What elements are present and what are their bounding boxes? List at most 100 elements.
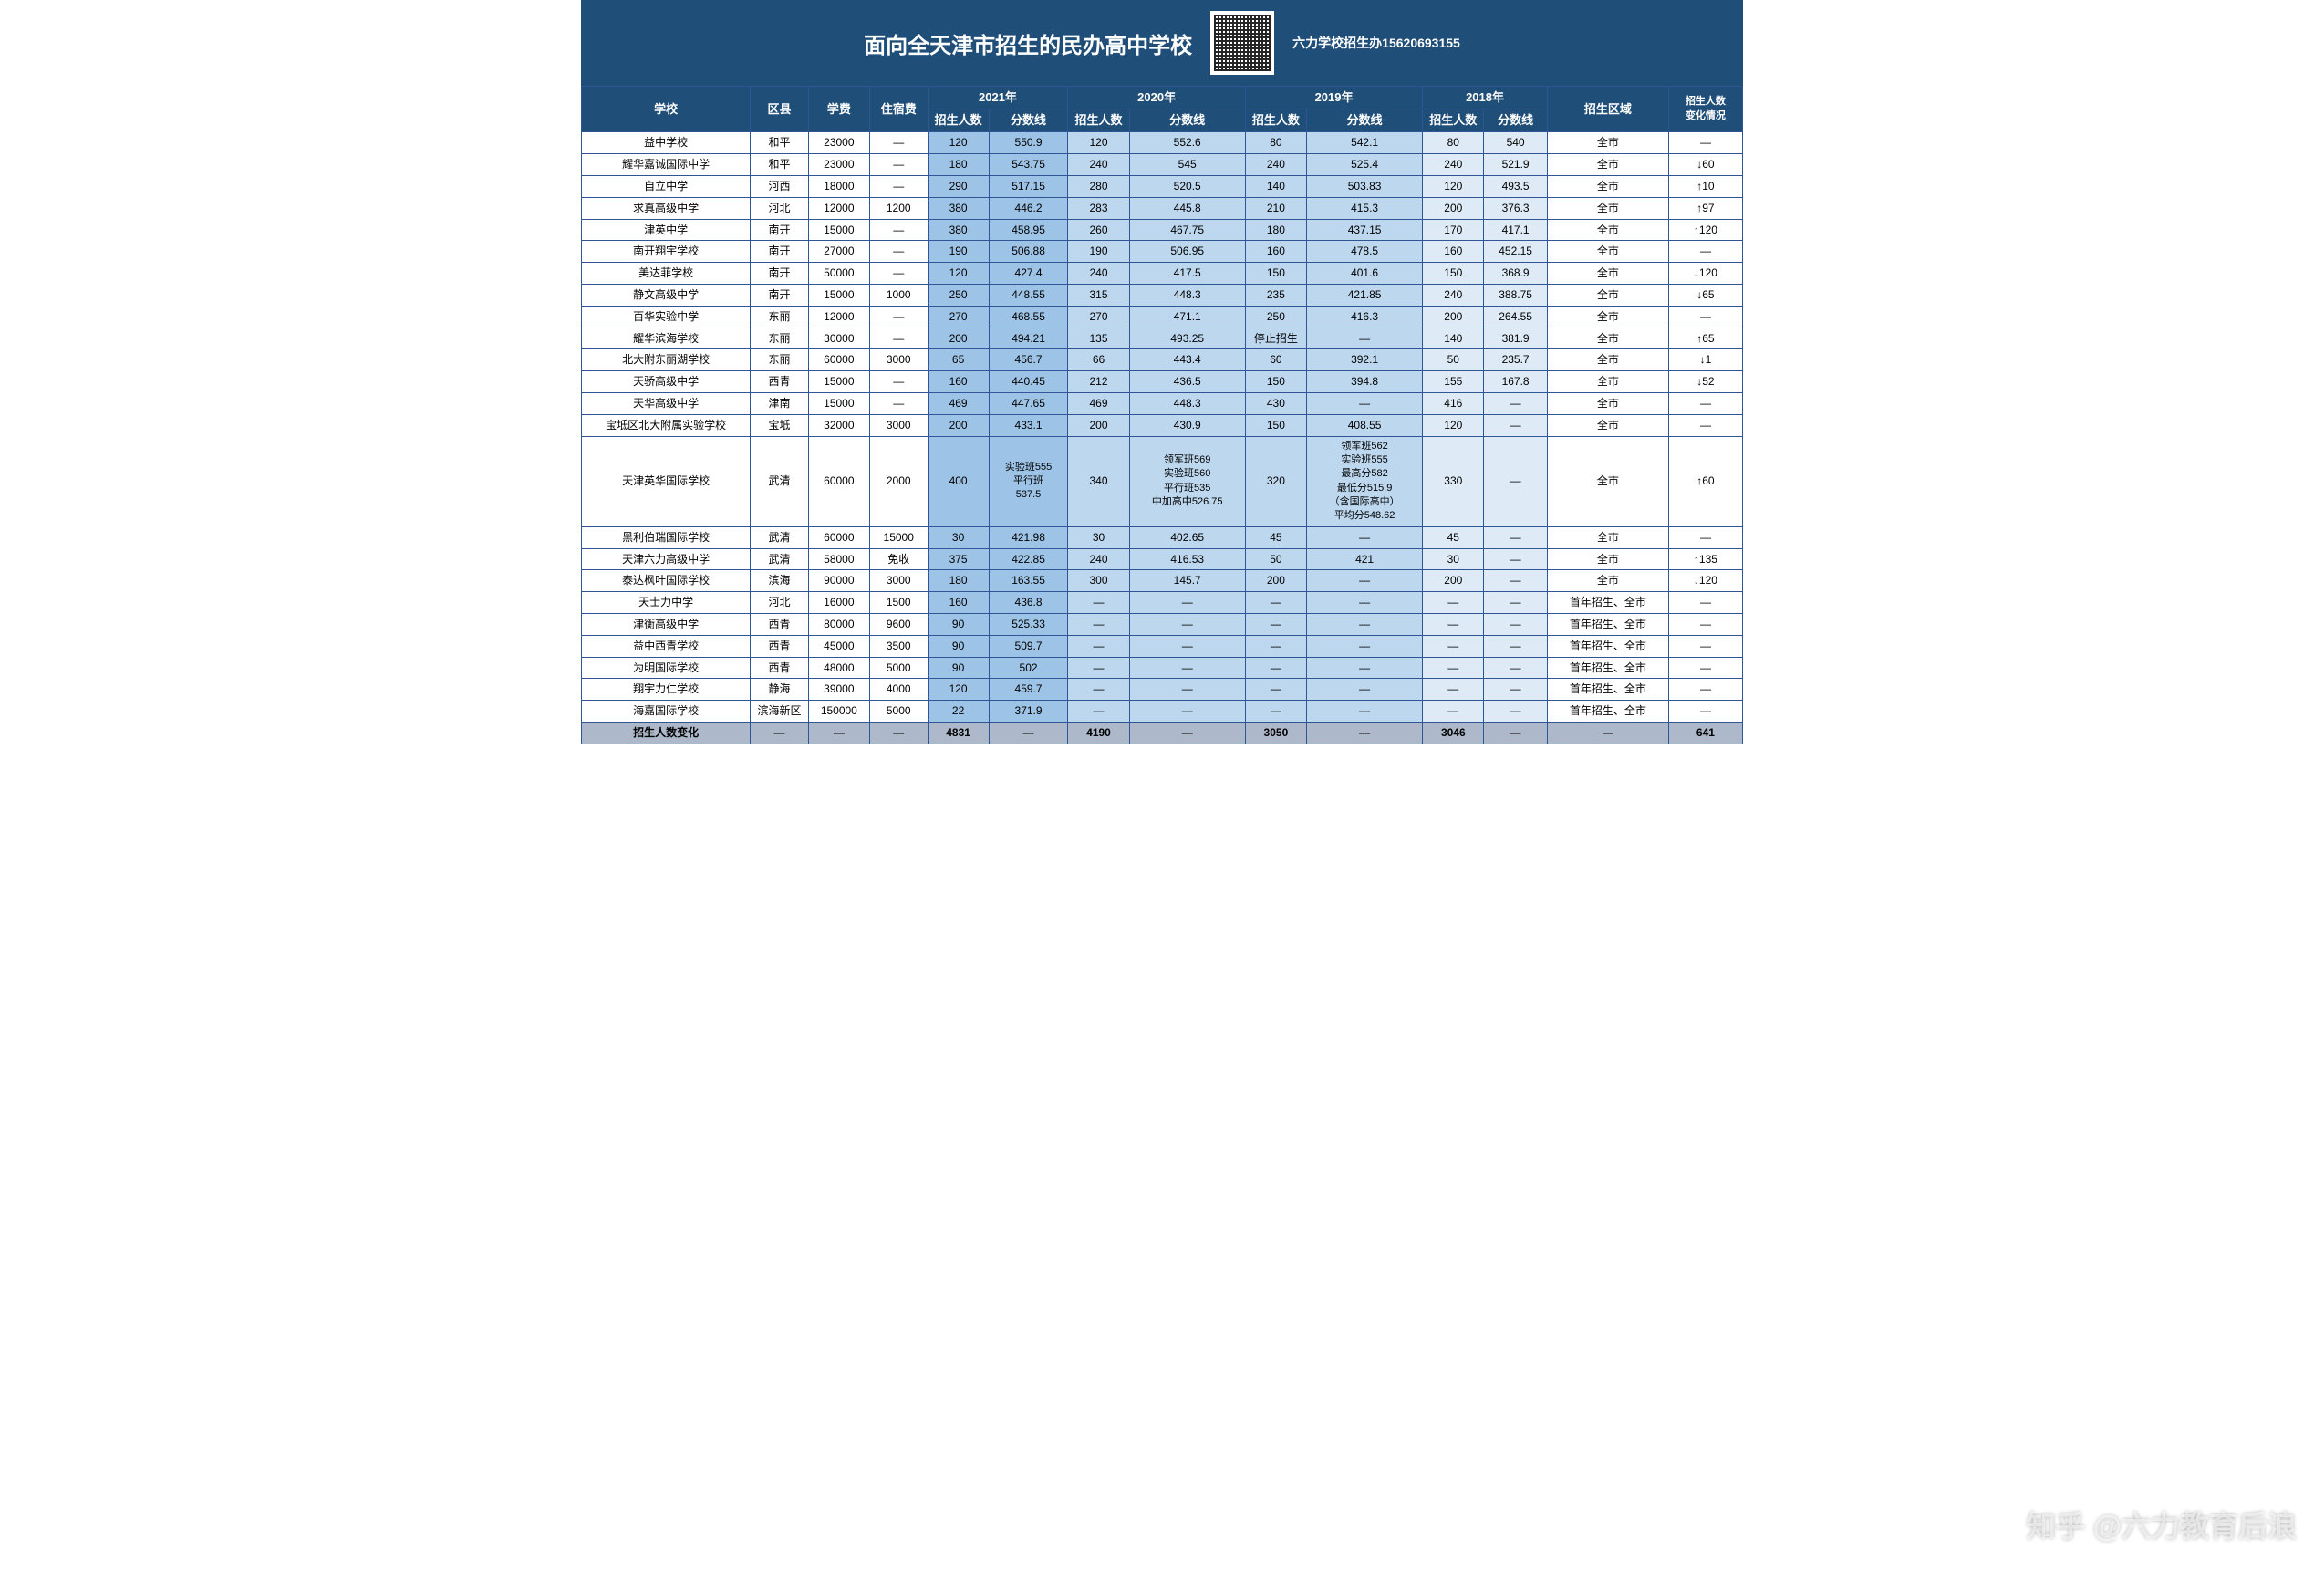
cell-tuition: 50000 <box>808 263 869 285</box>
cell-dorm: — <box>869 723 928 744</box>
table-row: 益中西青学校西青45000350090509.7——————首年招生、全市— <box>582 635 1743 657</box>
cell-change: ↓1 <box>1668 349 1742 371</box>
cell-e18: 170 <box>1423 219 1484 241</box>
cell-dorm: 1000 <box>869 284 928 306</box>
cell-e19: — <box>1245 679 1306 701</box>
cell-school: 美达菲学校 <box>582 263 751 285</box>
cell-school: 天津英华国际学校 <box>582 436 751 526</box>
cell-e21: 90 <box>928 657 989 679</box>
cell-e18: — <box>1423 635 1484 657</box>
cell-e20: — <box>1068 701 1129 723</box>
cell-s19: 478.5 <box>1306 241 1422 263</box>
cell-s18: 376.3 <box>1484 197 1547 219</box>
cell-s20: 552.6 <box>1129 132 1245 154</box>
cell-change: 641 <box>1668 723 1742 744</box>
sub-score-19: 分数线 <box>1306 109 1422 132</box>
cell-district: 河北 <box>751 592 809 614</box>
cell-s21: 459.7 <box>989 679 1068 701</box>
cell-district: 西青 <box>751 657 809 679</box>
table-row: 耀华滨海学校东丽30000—200494.21135493.25停止招生—140… <box>582 328 1743 349</box>
cell-e21: 180 <box>928 154 989 176</box>
cell-s19: — <box>1306 328 1422 349</box>
cell-region: 全市 <box>1547 219 1668 241</box>
cell-s21: 494.21 <box>989 328 1068 349</box>
cell-region: 全市 <box>1547 154 1668 176</box>
cell-region: 全市 <box>1547 197 1668 219</box>
cell-s19: 415.3 <box>1306 197 1422 219</box>
cell-s19: 394.8 <box>1306 371 1422 393</box>
cell-change: — <box>1668 701 1742 723</box>
cell-tuition: 90000 <box>808 570 869 592</box>
cell-dorm: 3000 <box>869 414 928 436</box>
cell-district: 宝坻 <box>751 414 809 436</box>
cell-tuition: 48000 <box>808 657 869 679</box>
cell-s20: — <box>1129 679 1245 701</box>
cell-e20: 300 <box>1068 570 1129 592</box>
cell-s20: 145.7 <box>1129 570 1245 592</box>
cell-e19: 430 <box>1245 392 1306 414</box>
sub-score-20: 分数线 <box>1129 109 1245 132</box>
cell-change: ↑97 <box>1668 197 1742 219</box>
cell-e20: 469 <box>1068 392 1129 414</box>
cell-region: 全市 <box>1547 436 1668 526</box>
cell-e19: 150 <box>1245 414 1306 436</box>
cell-e19: 235 <box>1245 284 1306 306</box>
cell-tuition: 45000 <box>808 635 869 657</box>
cell-change: — <box>1668 392 1742 414</box>
schools-table: 学校 区县 学费 住宿费 2021年 2020年 2019年 2018年 招生区… <box>581 86 1743 744</box>
cell-e21: 380 <box>928 197 989 219</box>
cell-s20: 416.53 <box>1129 548 1245 570</box>
cell-change: ↓120 <box>1668 570 1742 592</box>
cell-e19: 240 <box>1245 154 1306 176</box>
cell-school: 天骄高级中学 <box>582 371 751 393</box>
cell-region: 首年招生、全市 <box>1547 679 1668 701</box>
cell-s20: — <box>1129 635 1245 657</box>
cell-s20: — <box>1129 614 1245 636</box>
cell-s21: 517.15 <box>989 175 1068 197</box>
cell-s21: 163.55 <box>989 570 1068 592</box>
cell-s20: 417.5 <box>1129 263 1245 285</box>
cell-s18: 452.15 <box>1484 241 1547 263</box>
cell-school: 自立中学 <box>582 175 751 197</box>
sub-enroll-21: 招生人数 <box>928 109 989 132</box>
cell-change: — <box>1668 592 1742 614</box>
cell-e19: — <box>1245 635 1306 657</box>
col-tuition: 学费 <box>808 87 869 132</box>
cell-school: 天华高级中学 <box>582 392 751 414</box>
cell-e18: 120 <box>1423 414 1484 436</box>
sub-enroll-18: 招生人数 <box>1423 109 1484 132</box>
cell-school: 耀华滨海学校 <box>582 328 751 349</box>
cell-district: 南开 <box>751 241 809 263</box>
cell-change: — <box>1668 306 1742 328</box>
cell-e19: 180 <box>1245 219 1306 241</box>
sub-enroll-19: 招生人数 <box>1245 109 1306 132</box>
cell-e20: 240 <box>1068 548 1129 570</box>
cell-tuition: 60000 <box>808 436 869 526</box>
cell-e20: 260 <box>1068 219 1129 241</box>
watermark: 知乎 @六力教育后浪 <box>2027 1503 2297 1545</box>
cell-dorm: 3000 <box>869 570 928 592</box>
cell-change: ↑65 <box>1668 328 1742 349</box>
cell-e21: 4831 <box>928 723 989 744</box>
cell-change: — <box>1668 526 1742 548</box>
cell-e20: 240 <box>1068 154 1129 176</box>
cell-e18: — <box>1423 614 1484 636</box>
cell-s21: 506.88 <box>989 241 1068 263</box>
cell-change: ↑60 <box>1668 436 1742 526</box>
cell-s19: — <box>1306 614 1422 636</box>
col-region: 招生区域 <box>1547 87 1668 132</box>
cell-s21: 458.95 <box>989 219 1068 241</box>
cell-s20: 467.75 <box>1129 219 1245 241</box>
cell-school: 海嘉国际学校 <box>582 701 751 723</box>
cell-e20: 200 <box>1068 414 1129 436</box>
cell-district: 南开 <box>751 263 809 285</box>
cell-change: ↓120 <box>1668 263 1742 285</box>
cell-e20: 280 <box>1068 175 1129 197</box>
cell-school: 泰达枫叶国际学校 <box>582 570 751 592</box>
cell-e20: 190 <box>1068 241 1129 263</box>
cell-change: ↑135 <box>1668 548 1742 570</box>
cell-region: 全市 <box>1547 328 1668 349</box>
cell-school: 求真高级中学 <box>582 197 751 219</box>
cell-dorm: — <box>869 263 928 285</box>
cell-e18: 330 <box>1423 436 1484 526</box>
